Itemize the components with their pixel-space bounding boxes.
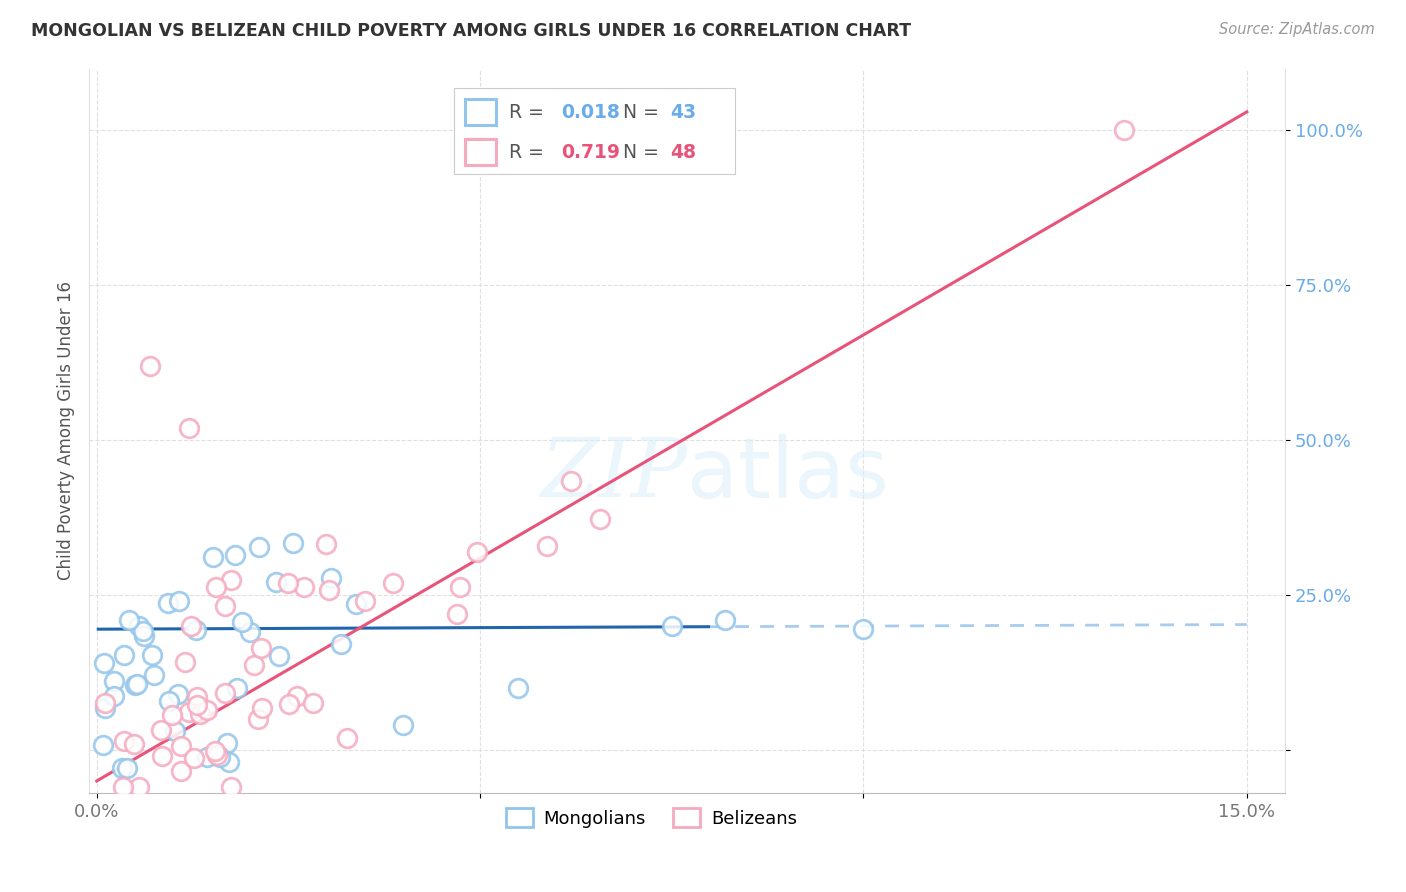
Point	[186, 690, 208, 705]
Point	[319, 571, 342, 585]
Point	[167, 686, 190, 700]
Point	[267, 648, 290, 663]
Point	[508, 681, 530, 695]
Point	[465, 544, 488, 558]
Point	[103, 674, 125, 689]
Point	[188, 707, 211, 722]
Point	[252, 701, 274, 715]
Point	[197, 703, 219, 717]
Point	[336, 731, 359, 745]
Point	[170, 739, 193, 753]
Point	[180, 619, 202, 633]
Point	[285, 690, 308, 704]
Point	[186, 698, 208, 712]
Point	[111, 780, 134, 794]
Point	[177, 421, 200, 435]
Point	[157, 596, 180, 610]
Point	[536, 539, 558, 553]
Point	[132, 629, 155, 643]
Point	[132, 624, 155, 639]
Point	[281, 536, 304, 550]
Point	[124, 678, 146, 692]
Point	[315, 537, 337, 551]
Point	[449, 580, 471, 594]
Point	[127, 677, 149, 691]
Point	[329, 637, 352, 651]
Point	[226, 681, 249, 695]
Point	[446, 607, 468, 621]
Point	[204, 580, 226, 594]
Point	[184, 623, 207, 637]
Point	[382, 576, 405, 591]
Point	[221, 780, 243, 794]
Point	[247, 540, 270, 554]
Point	[249, 640, 271, 655]
Point	[157, 694, 180, 708]
Point	[93, 697, 115, 711]
Point	[112, 648, 135, 662]
Point	[173, 655, 195, 669]
Point	[202, 550, 225, 565]
Point	[112, 734, 135, 748]
Point	[661, 619, 683, 633]
Text: atlas: atlas	[688, 434, 889, 515]
Point	[149, 723, 172, 737]
Point	[246, 712, 269, 726]
Text: ZIP: ZIP	[540, 434, 688, 515]
Point	[160, 707, 183, 722]
Point	[111, 761, 134, 775]
Point	[122, 737, 145, 751]
Point	[714, 613, 737, 627]
Point	[219, 573, 242, 587]
Point	[852, 622, 875, 636]
Point	[292, 580, 315, 594]
Point	[277, 575, 299, 590]
Point	[218, 755, 240, 769]
Point	[214, 599, 236, 613]
Point	[354, 594, 377, 608]
Point	[224, 548, 246, 562]
Point	[163, 724, 186, 739]
Point	[589, 512, 612, 526]
Point	[195, 750, 218, 764]
Text: MONGOLIAN VS BELIZEAN CHILD POVERTY AMONG GIRLS UNDER 16 CORRELATION CHART: MONGOLIAN VS BELIZEAN CHILD POVERTY AMON…	[31, 22, 911, 40]
Point	[150, 749, 173, 764]
Point	[117, 761, 139, 775]
Point	[318, 582, 340, 597]
Point	[560, 474, 582, 488]
Point	[215, 736, 238, 750]
Point	[231, 615, 253, 630]
Point	[118, 613, 141, 627]
Point	[239, 625, 262, 640]
Point	[344, 598, 367, 612]
Point	[167, 594, 190, 608]
Y-axis label: Child Poverty Among Girls Under 16: Child Poverty Among Girls Under 16	[58, 282, 75, 581]
Point	[301, 696, 323, 710]
Point	[103, 690, 125, 704]
Point	[170, 764, 193, 778]
Point	[139, 359, 162, 373]
Point	[93, 657, 115, 671]
Point	[183, 751, 205, 765]
Point	[278, 697, 301, 711]
Point	[214, 686, 236, 700]
Point	[141, 648, 163, 662]
Point	[392, 718, 415, 732]
Point	[91, 738, 114, 752]
Point	[264, 575, 287, 590]
Point	[94, 701, 117, 715]
Point	[243, 657, 266, 672]
Point	[128, 619, 150, 633]
Point	[142, 668, 165, 682]
Point	[204, 744, 226, 758]
Legend: Mongolians, Belizeans: Mongolians, Belizeans	[498, 801, 804, 835]
Point	[128, 780, 150, 794]
Point	[179, 705, 201, 719]
Point	[209, 750, 232, 764]
Text: Source: ZipAtlas.com: Source: ZipAtlas.com	[1219, 22, 1375, 37]
Point	[205, 747, 228, 762]
Point	[1114, 123, 1136, 137]
